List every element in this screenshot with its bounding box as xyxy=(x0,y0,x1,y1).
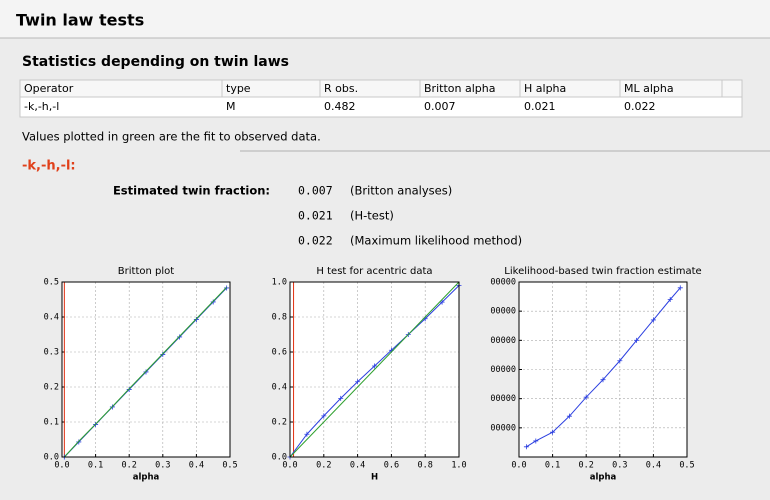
estimate-value: 0.021 xyxy=(298,209,333,223)
column-header: H alpha xyxy=(524,82,566,95)
x-tick-label: 0.1 xyxy=(88,461,103,471)
y-tick-label: 400000 xyxy=(485,336,516,346)
x-tick-label: 0.8 xyxy=(418,461,433,471)
estimate-value: 0.007 xyxy=(298,184,333,198)
series-marker xyxy=(523,444,529,450)
column-header: Operator xyxy=(24,82,74,95)
y-tick-label: 1.0 xyxy=(272,278,287,288)
x-axis-label: H xyxy=(371,473,378,483)
estimate-method: (H-test) xyxy=(350,209,394,223)
x-tick-label: 0.4 xyxy=(350,461,365,471)
chart-title: Britton plot xyxy=(118,266,174,277)
column-header: ML alpha xyxy=(624,82,674,95)
series-marker xyxy=(634,337,640,343)
twin-law: -k,-h,-l: xyxy=(22,159,76,174)
y-tick-label: 0.3 xyxy=(44,348,59,358)
series-marker xyxy=(583,394,589,400)
y-tick-label: 500000 xyxy=(485,307,516,317)
series-marker xyxy=(667,297,673,302)
x-tick-label: 0.0 xyxy=(54,461,69,471)
plot-frame xyxy=(518,281,688,458)
series-marker xyxy=(566,413,572,419)
estimate-method: (Maximum likelihood method) xyxy=(350,234,522,248)
estimate-label: Estimated twin fraction: xyxy=(113,184,270,198)
series-marker xyxy=(677,285,683,291)
x-tick-label: 0.3 xyxy=(155,461,170,471)
series-line xyxy=(289,281,460,458)
x-tick-label: 0.3 xyxy=(612,461,627,471)
x-tick-label: 0.5 xyxy=(679,461,694,471)
table-cell: 0.022 xyxy=(624,100,656,113)
y-tick-label: 0.1 xyxy=(44,418,59,428)
header-bar xyxy=(0,0,770,38)
series-marker xyxy=(355,379,361,385)
table-cell: 0.007 xyxy=(424,100,456,113)
x-tick-label: 0.0 xyxy=(511,461,526,471)
y-tick-label: 0.5 xyxy=(44,278,59,288)
x-tick-label: 0.0 xyxy=(282,461,297,471)
page-title: Twin law tests xyxy=(16,11,144,30)
y-tick-label: 200000 xyxy=(485,394,516,404)
y-tick-label: 0.0 xyxy=(44,453,59,463)
note: Values plotted in green are the fit to o… xyxy=(22,130,321,144)
table-cell: 0.482 xyxy=(324,100,356,113)
column-header: R obs. xyxy=(324,82,358,95)
x-tick-label: 0.2 xyxy=(122,461,137,471)
plot-frame xyxy=(289,281,460,458)
table-cell: -k,-h,-l xyxy=(24,100,59,113)
estimate-value: 0.022 xyxy=(298,234,333,248)
series-marker xyxy=(533,438,539,444)
x-axis-label: alpha xyxy=(133,473,160,483)
y-tick-label: 0.2 xyxy=(44,383,59,393)
y-tick-label: 300000 xyxy=(485,365,516,375)
column-header: Britton alpha xyxy=(424,82,495,95)
series-marker xyxy=(439,299,445,305)
table-cell: M xyxy=(226,100,236,113)
series-marker xyxy=(617,358,623,364)
y-tick-label: 0.4 xyxy=(44,313,59,323)
y-tick-label: 0.2 xyxy=(272,418,287,428)
series-marker xyxy=(550,429,556,435)
y-tick-label: 100000 xyxy=(485,423,516,433)
series-marker xyxy=(304,431,310,437)
section-title: Statistics depending on twin laws xyxy=(22,54,289,70)
series-marker xyxy=(321,413,327,419)
y-tick-label: 0.8 xyxy=(272,313,287,323)
x-axis-label: alpha xyxy=(590,473,617,483)
x-tick-label: 0.4 xyxy=(646,461,661,471)
estimate-method: (Britton analyses) xyxy=(350,184,452,198)
chart-title: H test for acentric data xyxy=(316,266,432,277)
x-tick-label: 1.0 xyxy=(451,461,466,471)
x-tick-label: 0.4 xyxy=(189,461,204,471)
x-tick-label: 0.2 xyxy=(316,461,331,471)
x-tick-label: 0.1 xyxy=(545,461,560,471)
x-tick-label: 0.5 xyxy=(222,461,237,471)
series-line xyxy=(63,286,228,458)
series-marker xyxy=(650,317,656,323)
column-header: type xyxy=(226,82,251,95)
y-tick-label: 600000 xyxy=(485,278,516,288)
x-tick-label: 0.2 xyxy=(579,461,594,471)
x-tick-label: 0.6 xyxy=(384,461,399,471)
series-marker xyxy=(338,395,344,401)
y-tick-label: 0.0 xyxy=(272,453,287,463)
y-tick-label: 0.6 xyxy=(272,348,287,358)
series-marker xyxy=(600,377,606,383)
chart-title: Likelihood-based twin fraction estimate xyxy=(504,266,701,277)
table-cell: 0.021 xyxy=(524,100,556,113)
table-header xyxy=(19,79,743,98)
series-marker xyxy=(372,363,377,369)
y-tick-label: 0.4 xyxy=(272,383,287,393)
plot-frame xyxy=(61,281,231,458)
